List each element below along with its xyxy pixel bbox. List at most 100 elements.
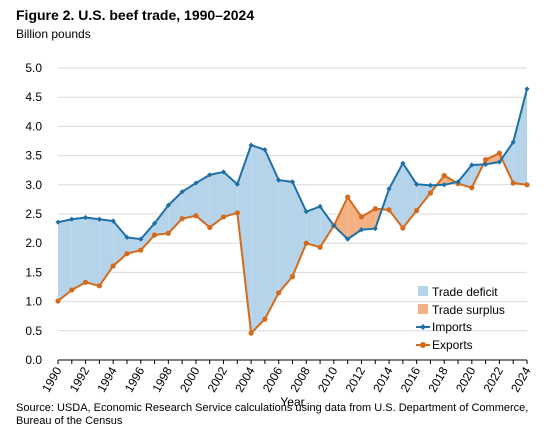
imports-point <box>220 169 227 175</box>
chart-title: Figure 2. U.S. beef trade, 1990–2024 <box>16 7 255 23</box>
exports-point <box>372 206 378 212</box>
exports-point <box>138 247 144 253</box>
trade-deficit-area <box>264 149 279 320</box>
imports-point <box>524 86 530 92</box>
imports-point <box>124 234 130 240</box>
exports-point <box>303 240 309 246</box>
y-tick-label: 4.0 <box>25 119 42 133</box>
legend-label-trade-deficit: Trade deficit <box>432 285 498 299</box>
trade-deficit-area <box>58 219 72 302</box>
trade-deficit-area <box>71 217 86 290</box>
imports-point <box>372 226 378 232</box>
trade-surplus-area <box>485 153 500 165</box>
y-tick-label: 0.5 <box>25 324 42 338</box>
x-tick-label: 1998 <box>149 364 175 394</box>
y-tick-label: 3.0 <box>25 178 42 192</box>
x-tick-label: 1996 <box>122 364 148 394</box>
exports-point <box>248 330 254 336</box>
trade-deficit-area <box>513 89 527 185</box>
exports-point <box>510 180 516 186</box>
legend-marker-imports <box>420 324 426 330</box>
exports-point <box>179 216 185 222</box>
x-tick-label: 1994 <box>94 364 120 394</box>
imports-point <box>165 202 171 208</box>
exports-point <box>414 207 420 214</box>
legend-swatch-trade-surplus <box>418 304 428 314</box>
legend-label-imports: Imports <box>432 320 472 334</box>
imports-point <box>483 161 489 167</box>
trade-deficit-area <box>140 223 155 251</box>
exports-point <box>55 298 61 304</box>
exports-point <box>289 273 296 280</box>
imports-point <box>69 216 75 222</box>
exports-point <box>69 287 75 293</box>
imports-point <box>262 147 268 153</box>
exports-point <box>317 244 323 250</box>
x-tick-label: 1990 <box>39 364 65 394</box>
y-tick-label: 2.5 <box>25 207 42 221</box>
exports-point <box>524 182 530 188</box>
x-tick-label: 2004 <box>232 364 258 394</box>
trade-deficit-area <box>113 221 127 266</box>
trade-deficit-area <box>154 205 169 236</box>
exports-point <box>427 190 434 196</box>
exports-point <box>220 214 227 220</box>
x-tick-label: 2000 <box>177 364 203 394</box>
trade-surplus-area <box>347 197 362 240</box>
exports-point <box>400 225 406 231</box>
imports-point <box>427 182 434 188</box>
imports-point <box>110 218 116 224</box>
imports-point <box>345 236 351 242</box>
imports-point <box>331 223 337 229</box>
exports-point <box>262 316 268 322</box>
exports-point <box>345 194 351 200</box>
y-tick-label: 2.0 <box>25 236 42 250</box>
imports-point <box>96 216 102 222</box>
exports-point <box>496 150 503 156</box>
imports-point <box>386 186 392 192</box>
imports-point <box>510 139 516 145</box>
x-tick-label: 2018 <box>425 364 451 394</box>
source-note: Source: USDA, Economic Research Service … <box>16 402 529 427</box>
exports-point <box>469 185 475 191</box>
exports-point <box>358 214 365 220</box>
imports-point <box>207 172 213 178</box>
trade-surplus-area <box>361 208 376 230</box>
imports-point <box>358 227 365 233</box>
imports-point <box>469 162 475 168</box>
x-tick-label: 2010 <box>315 364 341 394</box>
imports-point <box>138 236 144 242</box>
imports-point <box>179 189 185 195</box>
exports-point <box>276 290 282 296</box>
y-tick-label: 3.5 <box>25 149 42 163</box>
x-tick-label: 2006 <box>260 364 286 394</box>
x-tick-label: 2024 <box>508 364 534 394</box>
imports-point <box>151 220 158 226</box>
x-tick-label: 2022 <box>481 364 507 394</box>
x-tick-label: 2002 <box>205 364 231 394</box>
exports-point <box>165 230 171 236</box>
trade-deficit-area <box>278 180 293 293</box>
exports-point <box>124 251 130 257</box>
y-axis-units-label: Billion pounds <box>16 27 91 41</box>
x-tick-label: 2012 <box>343 364 369 394</box>
x-tick-label: 2016 <box>398 364 424 394</box>
imports-point <box>234 181 240 187</box>
legend-swatch-trade-deficit <box>418 286 428 296</box>
trade-deficit-area <box>195 174 210 228</box>
y-tick-label: 4.5 <box>25 90 42 104</box>
trade-deficit-area <box>223 171 238 217</box>
trade-deficit-area <box>320 206 334 248</box>
x-tick-label: 2020 <box>453 364 479 394</box>
y-tick-label: 5.0 <box>25 61 42 75</box>
exports-point <box>234 210 240 216</box>
imports-point <box>303 209 309 215</box>
imports-point <box>248 142 254 148</box>
imports-point <box>496 159 503 165</box>
exports-point <box>441 172 447 179</box>
trade-deficit-area <box>389 163 403 229</box>
legend-marker-exports <box>420 342 426 348</box>
y-tick-label: 1.5 <box>25 265 42 279</box>
exports-point <box>193 213 199 219</box>
